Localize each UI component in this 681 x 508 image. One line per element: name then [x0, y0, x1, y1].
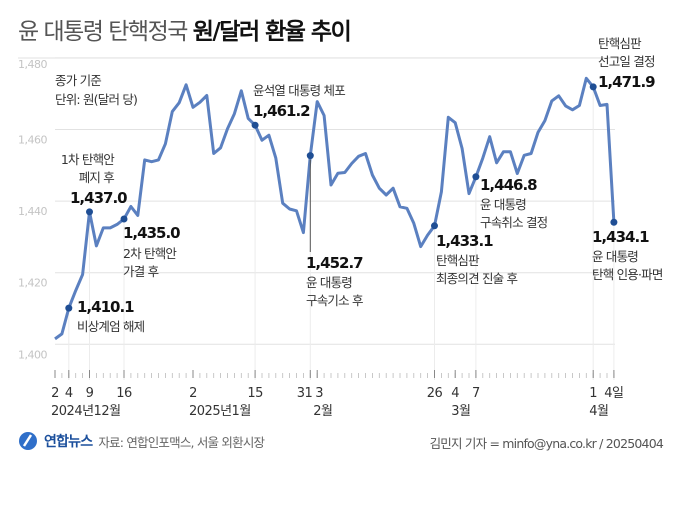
source-text: 자료: 연합인포맥스, 서울 외환시장 — [98, 434, 265, 450]
annotation-marker — [86, 208, 93, 216]
y-tick-label: 1,480 — [18, 58, 47, 71]
annotation-text: 윤 대통령 — [306, 275, 352, 290]
annotation-text: 비상계엄 해제 — [77, 319, 145, 334]
annotation-marker — [431, 222, 438, 230]
x-tick-label: 4 — [65, 386, 73, 401]
annotation-text: 탄핵심판 — [598, 36, 642, 51]
credit-text: 김민지 기자 = minfo@yna.co.kr / 20250404 — [429, 436, 664, 451]
x-tick-label: 9 — [86, 386, 94, 401]
annotation-marker — [306, 152, 314, 160]
annotation-marker — [472, 173, 480, 181]
y-tick-label: 1,400 — [18, 348, 47, 361]
annotation-text: 윤 대통령 — [592, 249, 638, 264]
annotation-text: 2차 탄핵안 — [123, 246, 177, 261]
annotation-text: 구속기소 후 — [306, 293, 363, 308]
annotation-text: 구속취소 결정 — [480, 215, 547, 230]
annotation-value: 1,471.9 — [598, 73, 655, 91]
title-bold: 원/달러 환율 추이 — [192, 19, 352, 45]
y-tick-label: 1,460 — [18, 134, 47, 147]
x-tick-label: 7 — [472, 386, 480, 401]
annotation-value: 1,446.8 — [480, 176, 537, 194]
annotation-text: 윤 대통령 — [480, 197, 526, 212]
x-tick-label: 2 — [51, 386, 59, 401]
chart-note: 단위: 원(달러 당) — [55, 92, 137, 107]
x-tick-label: 31 — [297, 386, 313, 401]
x-tick-label: 16 — [116, 386, 132, 401]
annotation-text: 폐지 후 — [79, 170, 115, 185]
annotation-text: 탄핵심판 — [436, 253, 480, 268]
footer-source: 연합뉴스 자료: 연합인포맥스, 서울 외환시장 — [18, 431, 265, 451]
annotation-text: 윤석열 대통령 체포 — [253, 83, 345, 98]
x-tick-label: 4 — [451, 386, 459, 401]
annotation-text: 1차 탄핵안 — [61, 152, 115, 167]
annotation-marker — [251, 121, 259, 129]
annotation-value: 1,461.2 — [253, 102, 310, 120]
annotation-text: 탄핵 인용·파면 — [592, 267, 663, 282]
title-normal: 윤 대통령 탄핵정국 — [18, 19, 193, 45]
annotation-text: 가결 후 — [123, 264, 159, 279]
annotation-value: 1,435.0 — [123, 224, 180, 242]
x-tick-label: 15 — [247, 386, 263, 401]
annotation-value: 1,433.1 — [436, 232, 493, 250]
x-month-label: 2024년12월 — [51, 404, 121, 419]
annotation-marker — [610, 218, 618, 226]
x-tick-label: 4일 — [604, 386, 623, 401]
x-tick-label: 26 — [427, 386, 443, 401]
y-tick-label: 1,420 — [18, 277, 47, 290]
x-tick-label: 1 — [589, 386, 597, 401]
annotation-value: 1,434.1 — [592, 228, 649, 246]
annotation-value: 1,452.7 — [306, 254, 363, 272]
annotation-text: 최종의견 진술 후 — [436, 271, 518, 286]
x-month-label: 3월 — [451, 404, 470, 419]
yonhap-logo-icon — [19, 432, 37, 450]
chart-title: 윤 대통령 탄핵정국 원/달러 환율 추이 — [18, 12, 352, 46]
chart-note: 종가 기준 — [55, 73, 101, 88]
x-tick-label: 2 — [189, 386, 197, 401]
annotation-text: 선고일 결정 — [598, 54, 655, 69]
x-month-label: 2월 — [313, 404, 332, 419]
rate-line — [54, 76, 616, 341]
x-month-label: 2025년1월 — [189, 404, 251, 419]
annotation-marker — [65, 304, 73, 312]
annotation-value: 1,437.0 — [70, 189, 127, 207]
annotation-marker — [589, 83, 597, 91]
annotation-value: 1,410.1 — [77, 298, 134, 316]
logo-text: 연합뉴스 — [44, 434, 93, 450]
annotation-marker — [120, 215, 128, 223]
y-tick-label: 1,440 — [18, 205, 47, 218]
x-month-label: 4월 — [589, 404, 608, 419]
x-tick-label: 3 — [315, 386, 323, 401]
